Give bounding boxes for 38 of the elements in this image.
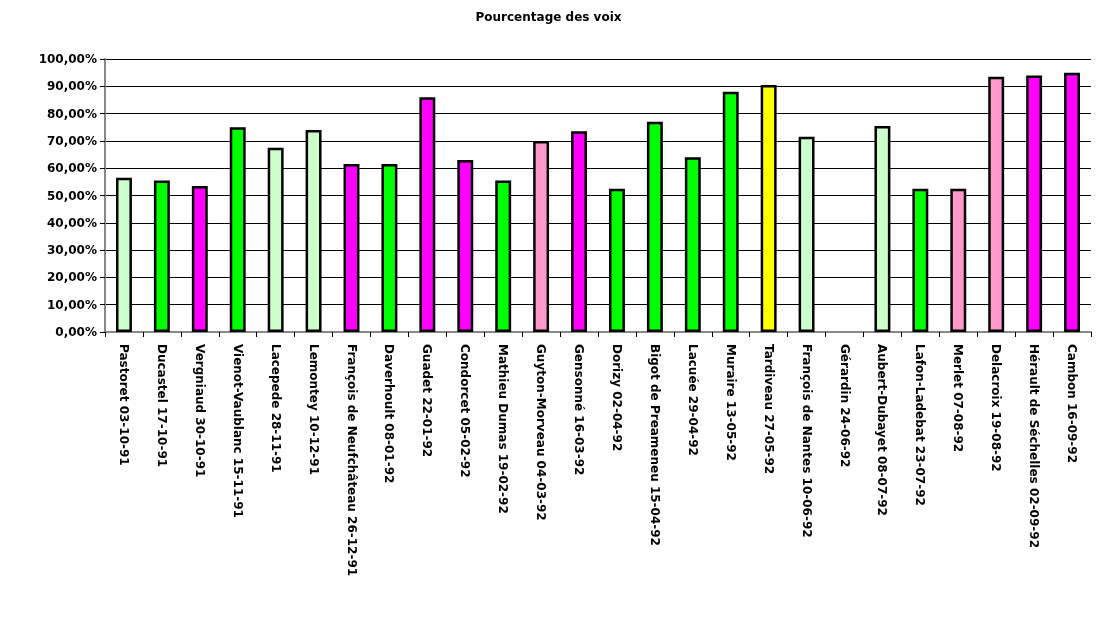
x-tick-label: Tardiveau 27-05-92 — [761, 344, 776, 475]
x-tick-label: Delacroix 19-08-92 — [989, 344, 1004, 472]
y-tick-label: 30,00% — [47, 243, 97, 258]
y-tick-label: 100,00% — [38, 52, 97, 66]
y-tick-label: 60,00% — [47, 161, 97, 176]
y-tick-label: 50,00% — [47, 188, 97, 203]
x-tick-label: Guadet 22-01-92 — [420, 344, 435, 458]
x-tick-label: Lafon-Ladebat 23-07-92 — [913, 344, 928, 506]
x-tick-label: Aubert-Dubayet 08-07-92 — [875, 344, 890, 516]
x-tick-label: Vienot-Vaublanc 15-11-91 — [230, 344, 245, 518]
chart-title: Pourcentage des voix — [475, 10, 622, 24]
x-tick-label: François de Nantes 10-06-92 — [799, 344, 814, 538]
x-tick-label: Gérardin 24-06-92 — [837, 344, 852, 468]
x-tick-label: Ducastel 17-10-91 — [154, 344, 169, 468]
x-tick-label: Lacuée 29-04-92 — [685, 344, 700, 456]
y-tick-label: 70,00% — [47, 133, 97, 148]
x-tick-label: Lacepede 28-11-91 — [268, 344, 283, 473]
x-tick-label: Guyton-Morveau 04-03-92 — [534, 344, 549, 521]
x-tick-label: Muraire 13-05-92 — [723, 344, 738, 461]
x-tick-label: Merlet 07-08-92 — [951, 344, 966, 453]
x-tick-label: Pastoret 03-10-91 — [116, 344, 131, 466]
x-tick-label: Dorizy 02-04-92 — [609, 344, 624, 452]
x-tick-label: Vergniaud 30-10-91 — [192, 344, 207, 478]
y-tick-label: 20,00% — [47, 270, 97, 285]
x-tick-label: François de Neufchâteau 26-12-91 — [344, 344, 359, 577]
x-tick-label: Lemontey 10-12-91 — [306, 344, 321, 476]
y-tick-label: 90,00% — [47, 79, 97, 94]
y-tick-label: 80,00% — [47, 106, 97, 121]
x-tick-label: Bigot de Preameneu 15-04-92 — [647, 344, 662, 546]
y-tick-label: 10,00% — [47, 297, 97, 312]
x-tick-label: Daverhoult 08-01-92 — [382, 344, 397, 484]
x-tick-label: Cambon 16-09-92 — [1065, 344, 1080, 464]
y-tick-label: 0,00% — [55, 325, 97, 339]
x-tick-label: Mathieu Dumas 19-02-92 — [496, 344, 511, 514]
x-tick-label: Gensonné 16-03-92 — [572, 344, 587, 476]
x-tick-label: Condorcet 05-02-92 — [458, 344, 473, 478]
x-tick-label: Hérault de Séchelles 02-09-92 — [1027, 344, 1042, 548]
y-tick-label: 40,00% — [47, 215, 97, 230]
